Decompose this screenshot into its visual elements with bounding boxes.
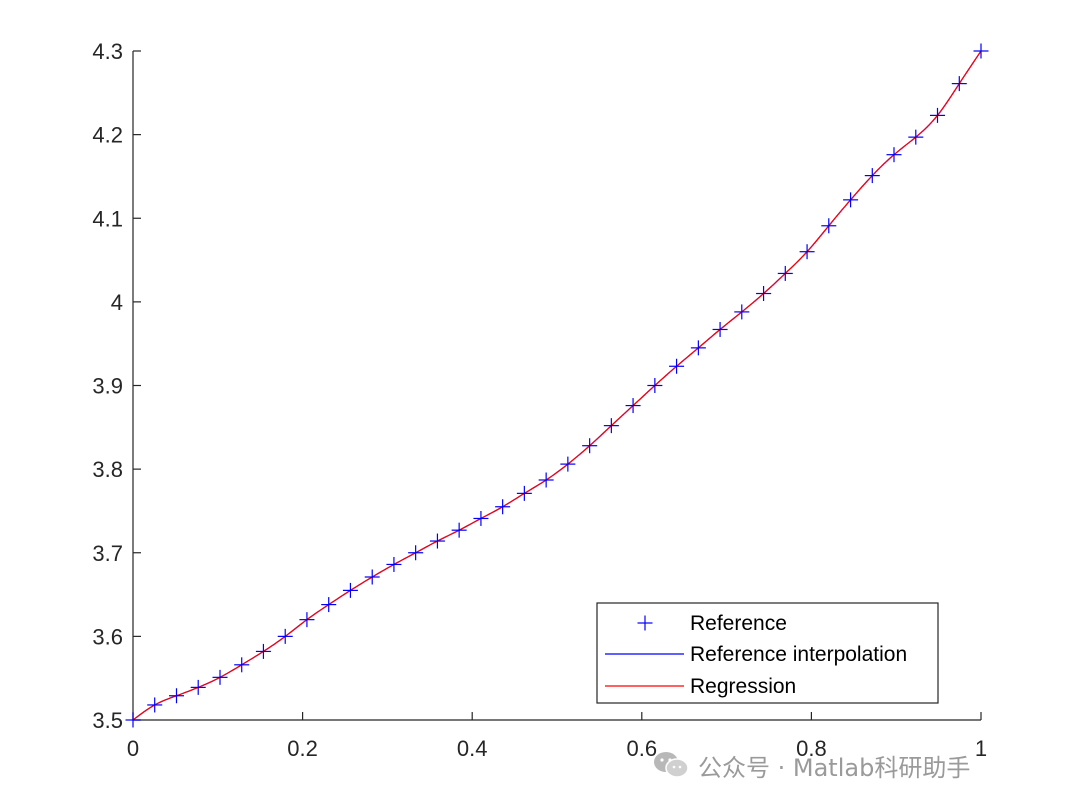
reference-marker bbox=[386, 556, 402, 572]
reference-marker bbox=[843, 192, 859, 208]
reference-marker bbox=[777, 265, 793, 281]
reference-marker bbox=[342, 582, 358, 598]
reference-marker bbox=[929, 107, 945, 123]
reference-marker bbox=[538, 472, 554, 488]
x-tick-label: 0.2 bbox=[287, 736, 318, 761]
reference-marker bbox=[277, 628, 293, 644]
legend: Reference Reference interpolation Regressi… bbox=[596, 602, 939, 704]
reference-marker bbox=[756, 286, 772, 302]
reference-marker bbox=[647, 378, 663, 393]
y-tick-label: 3.6 bbox=[92, 624, 123, 649]
reference-marker bbox=[451, 522, 467, 538]
reference-marker bbox=[516, 485, 532, 501]
watermark: 公众号 · Matlab科研助手 bbox=[652, 745, 970, 785]
series-regression bbox=[132, 50, 982, 721]
reference-marker bbox=[560, 456, 576, 472]
reference-marker bbox=[799, 244, 815, 260]
reference-marker bbox=[712, 321, 728, 337]
plot-lines bbox=[132, 50, 982, 721]
reference-markers bbox=[125, 43, 989, 728]
legend-label: Reference bbox=[690, 612, 787, 635]
legend-label: Reference interpolation bbox=[690, 643, 907, 666]
wechat-icon bbox=[654, 752, 689, 778]
reference-marker bbox=[429, 533, 445, 549]
reference-marker bbox=[495, 499, 511, 515]
reference-marker bbox=[255, 643, 271, 659]
reference-marker bbox=[582, 438, 598, 454]
reference-marker bbox=[734, 304, 750, 320]
reference-marker bbox=[234, 657, 250, 673]
y-tick-label: 3.8 bbox=[92, 457, 123, 482]
x-axis-ticks: 0 0.2 0.4 0.6 0.8 1 bbox=[127, 712, 987, 761]
reference-marker bbox=[864, 168, 880, 184]
reference-marker bbox=[321, 597, 337, 613]
reference-marker bbox=[973, 43, 989, 59]
y-axis-ticks: 3.5 3.6 3.7 3.8 3.9 4 4.1 4.2 4.3 bbox=[92, 39, 141, 733]
x-tick-label: 0.6 bbox=[627, 736, 658, 761]
reference-marker bbox=[364, 569, 380, 585]
reference-marker bbox=[669, 358, 685, 374]
y-tick-label: 4.1 bbox=[92, 206, 123, 231]
x-tick-label: 1 bbox=[975, 736, 987, 761]
y-tick-label: 4.3 bbox=[92, 39, 123, 64]
reference-marker bbox=[886, 147, 902, 163]
y-tick-label: 3.7 bbox=[92, 541, 123, 566]
watermark-text: 公众号 · Matlab科研助手 bbox=[698, 753, 971, 782]
reference-marker bbox=[473, 510, 489, 526]
reference-marker bbox=[169, 688, 185, 704]
y-tick-label: 3.5 bbox=[92, 708, 123, 733]
reference-marker bbox=[408, 545, 424, 561]
reference-marker bbox=[125, 712, 141, 728]
x-tick-label: 0 bbox=[127, 736, 139, 761]
y-tick-label: 3.9 bbox=[92, 374, 123, 399]
reference-marker bbox=[625, 398, 641, 414]
legend-label: Regression bbox=[690, 675, 796, 698]
reference-marker bbox=[690, 340, 706, 356]
reference-marker bbox=[190, 679, 206, 695]
reference-marker bbox=[212, 669, 228, 685]
reference-marker bbox=[821, 218, 837, 234]
reference-marker bbox=[299, 612, 315, 628]
reference-marker bbox=[603, 418, 619, 434]
x-tick-label: 0.4 bbox=[457, 736, 488, 761]
reference-marker bbox=[147, 697, 163, 713]
y-tick-label: 4.2 bbox=[92, 123, 123, 148]
y-tick-label: 4 bbox=[111, 290, 123, 315]
x-tick-label: 0.8 bbox=[796, 736, 827, 761]
reference-marker bbox=[908, 129, 924, 145]
reference-marker bbox=[951, 76, 967, 92]
